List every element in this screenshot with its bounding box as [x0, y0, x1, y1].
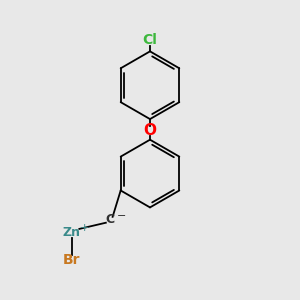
Text: Cl: Cl: [142, 33, 158, 46]
Text: Zn: Zn: [63, 226, 81, 239]
Text: Br: Br: [63, 254, 81, 267]
Text: C: C: [106, 213, 115, 226]
Text: −: −: [117, 211, 126, 221]
Text: O: O: [143, 123, 157, 138]
Text: +: +: [80, 223, 89, 233]
